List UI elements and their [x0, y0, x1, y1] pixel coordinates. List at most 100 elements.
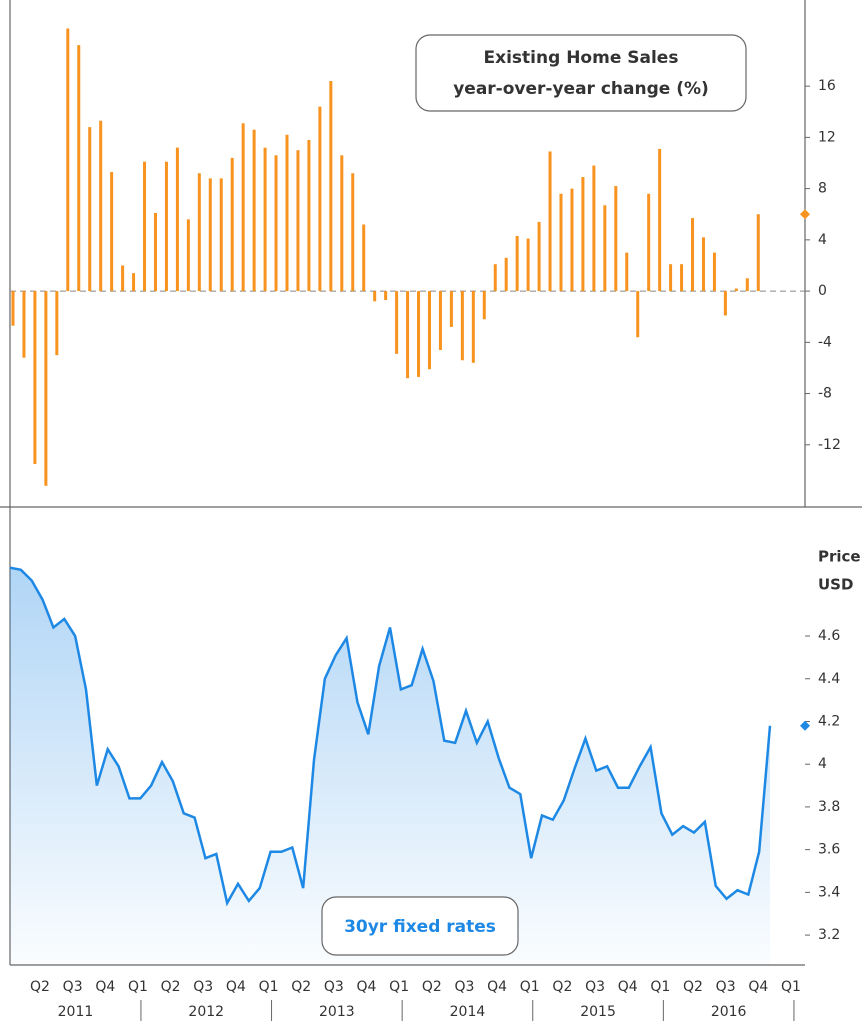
x-year-label: 2012 [188, 1004, 224, 1020]
bar [570, 188, 574, 292]
bar [143, 161, 147, 292]
bar [647, 193, 651, 292]
bar [537, 221, 541, 292]
bar [471, 291, 475, 363]
bar [307, 139, 311, 292]
y-tick-label: -4 [818, 334, 832, 350]
area-fill [10, 567, 770, 965]
y-axis-label: Price [818, 548, 861, 566]
bar [756, 214, 760, 292]
y-tick-label: 4.2 [818, 713, 840, 729]
bar [208, 178, 212, 292]
bar [164, 161, 168, 292]
x-tick-label: Q4 [95, 979, 115, 995]
y-tick-label: -8 [818, 386, 832, 402]
x-tick-label: Q1 [650, 979, 670, 995]
x-tick-label: Q1 [259, 979, 279, 995]
bar [614, 186, 618, 292]
bar [351, 173, 355, 292]
line [9, 566, 772, 907]
bar [734, 288, 738, 292]
x-tick-label: Q2 [422, 979, 442, 995]
x-tick-label: Q3 [324, 979, 344, 995]
bar [712, 252, 716, 292]
bar [548, 151, 552, 292]
x-year-label: 2013 [319, 1004, 355, 1020]
x-tick-label: Q4 [487, 979, 507, 995]
y-axis-label: USD [818, 576, 853, 594]
bar [504, 257, 508, 292]
bar [241, 123, 245, 292]
x-tick-label: Q4 [226, 979, 246, 995]
bar [296, 150, 300, 292]
y-tick-label: 3.2 [818, 927, 840, 943]
x-tick-label: Q2 [291, 979, 311, 995]
x-tick-label: Q1 [128, 979, 148, 995]
bar [121, 265, 125, 292]
x-year-label: 2015 [580, 1004, 616, 1020]
x-tick-label: Q2 [161, 979, 181, 995]
bar [658, 148, 662, 292]
bar [406, 291, 410, 379]
y-tick-label: 16 [818, 78, 836, 94]
x-tick-label: Q4 [748, 979, 768, 995]
bar [669, 264, 673, 292]
annotation-title: 30yr fixed rates [344, 917, 496, 937]
x-tick-label: Q2 [683, 979, 703, 995]
bar [230, 157, 234, 292]
y-tick-label: 4.6 [818, 628, 840, 644]
bar [373, 291, 377, 302]
bar [263, 147, 267, 292]
bar [285, 134, 289, 292]
x-tick-label: Q1 [781, 979, 801, 995]
bar [482, 291, 486, 320]
bar [197, 173, 201, 292]
last-value-marker [800, 720, 810, 731]
bar [592, 165, 596, 292]
bar [691, 218, 695, 292]
bar [77, 45, 81, 292]
x-tick-label: Q4 [618, 979, 638, 995]
x-tick-label: Q3 [716, 979, 736, 995]
x-tick-label: Q3 [63, 979, 83, 995]
x-tick-label: Q1 [520, 979, 540, 995]
bar [252, 129, 256, 292]
x-year-label: 2011 [58, 1004, 94, 1020]
bar [329, 81, 333, 292]
bar [11, 291, 15, 326]
bar [99, 120, 103, 292]
bar [153, 212, 157, 292]
bar [680, 264, 684, 292]
bar [427, 291, 431, 370]
y-tick-label: 4.4 [818, 671, 840, 687]
bar [88, 127, 92, 292]
bar [33, 291, 37, 465]
bar [745, 278, 749, 292]
bar [559, 193, 563, 292]
bar [438, 291, 442, 351]
last-value-marker [800, 209, 810, 220]
bar [132, 273, 136, 292]
bar [636, 291, 640, 338]
bar [603, 205, 607, 292]
x-tick-label: Q3 [193, 979, 213, 995]
y-tick-label: 3.4 [818, 884, 840, 900]
annotation-title: Existing Home Sales [484, 48, 679, 68]
bar [515, 236, 519, 292]
y-tick-label: 0 [818, 283, 827, 299]
bar [44, 291, 48, 486]
y-tick-label: 4 [818, 756, 827, 772]
x-tick-label: Q3 [454, 979, 474, 995]
y-tick-label: 12 [818, 129, 836, 145]
bar [395, 291, 399, 354]
bar [110, 171, 114, 292]
bar [723, 291, 727, 316]
y-tick-label: -12 [818, 437, 841, 453]
x-year-label: 2014 [450, 1004, 486, 1020]
annotation-subtitle: year-over-year change (%) [453, 79, 709, 99]
bar [362, 224, 366, 292]
bar [417, 291, 421, 377]
x-tick-label: Q4 [357, 979, 377, 995]
bar [625, 252, 629, 292]
